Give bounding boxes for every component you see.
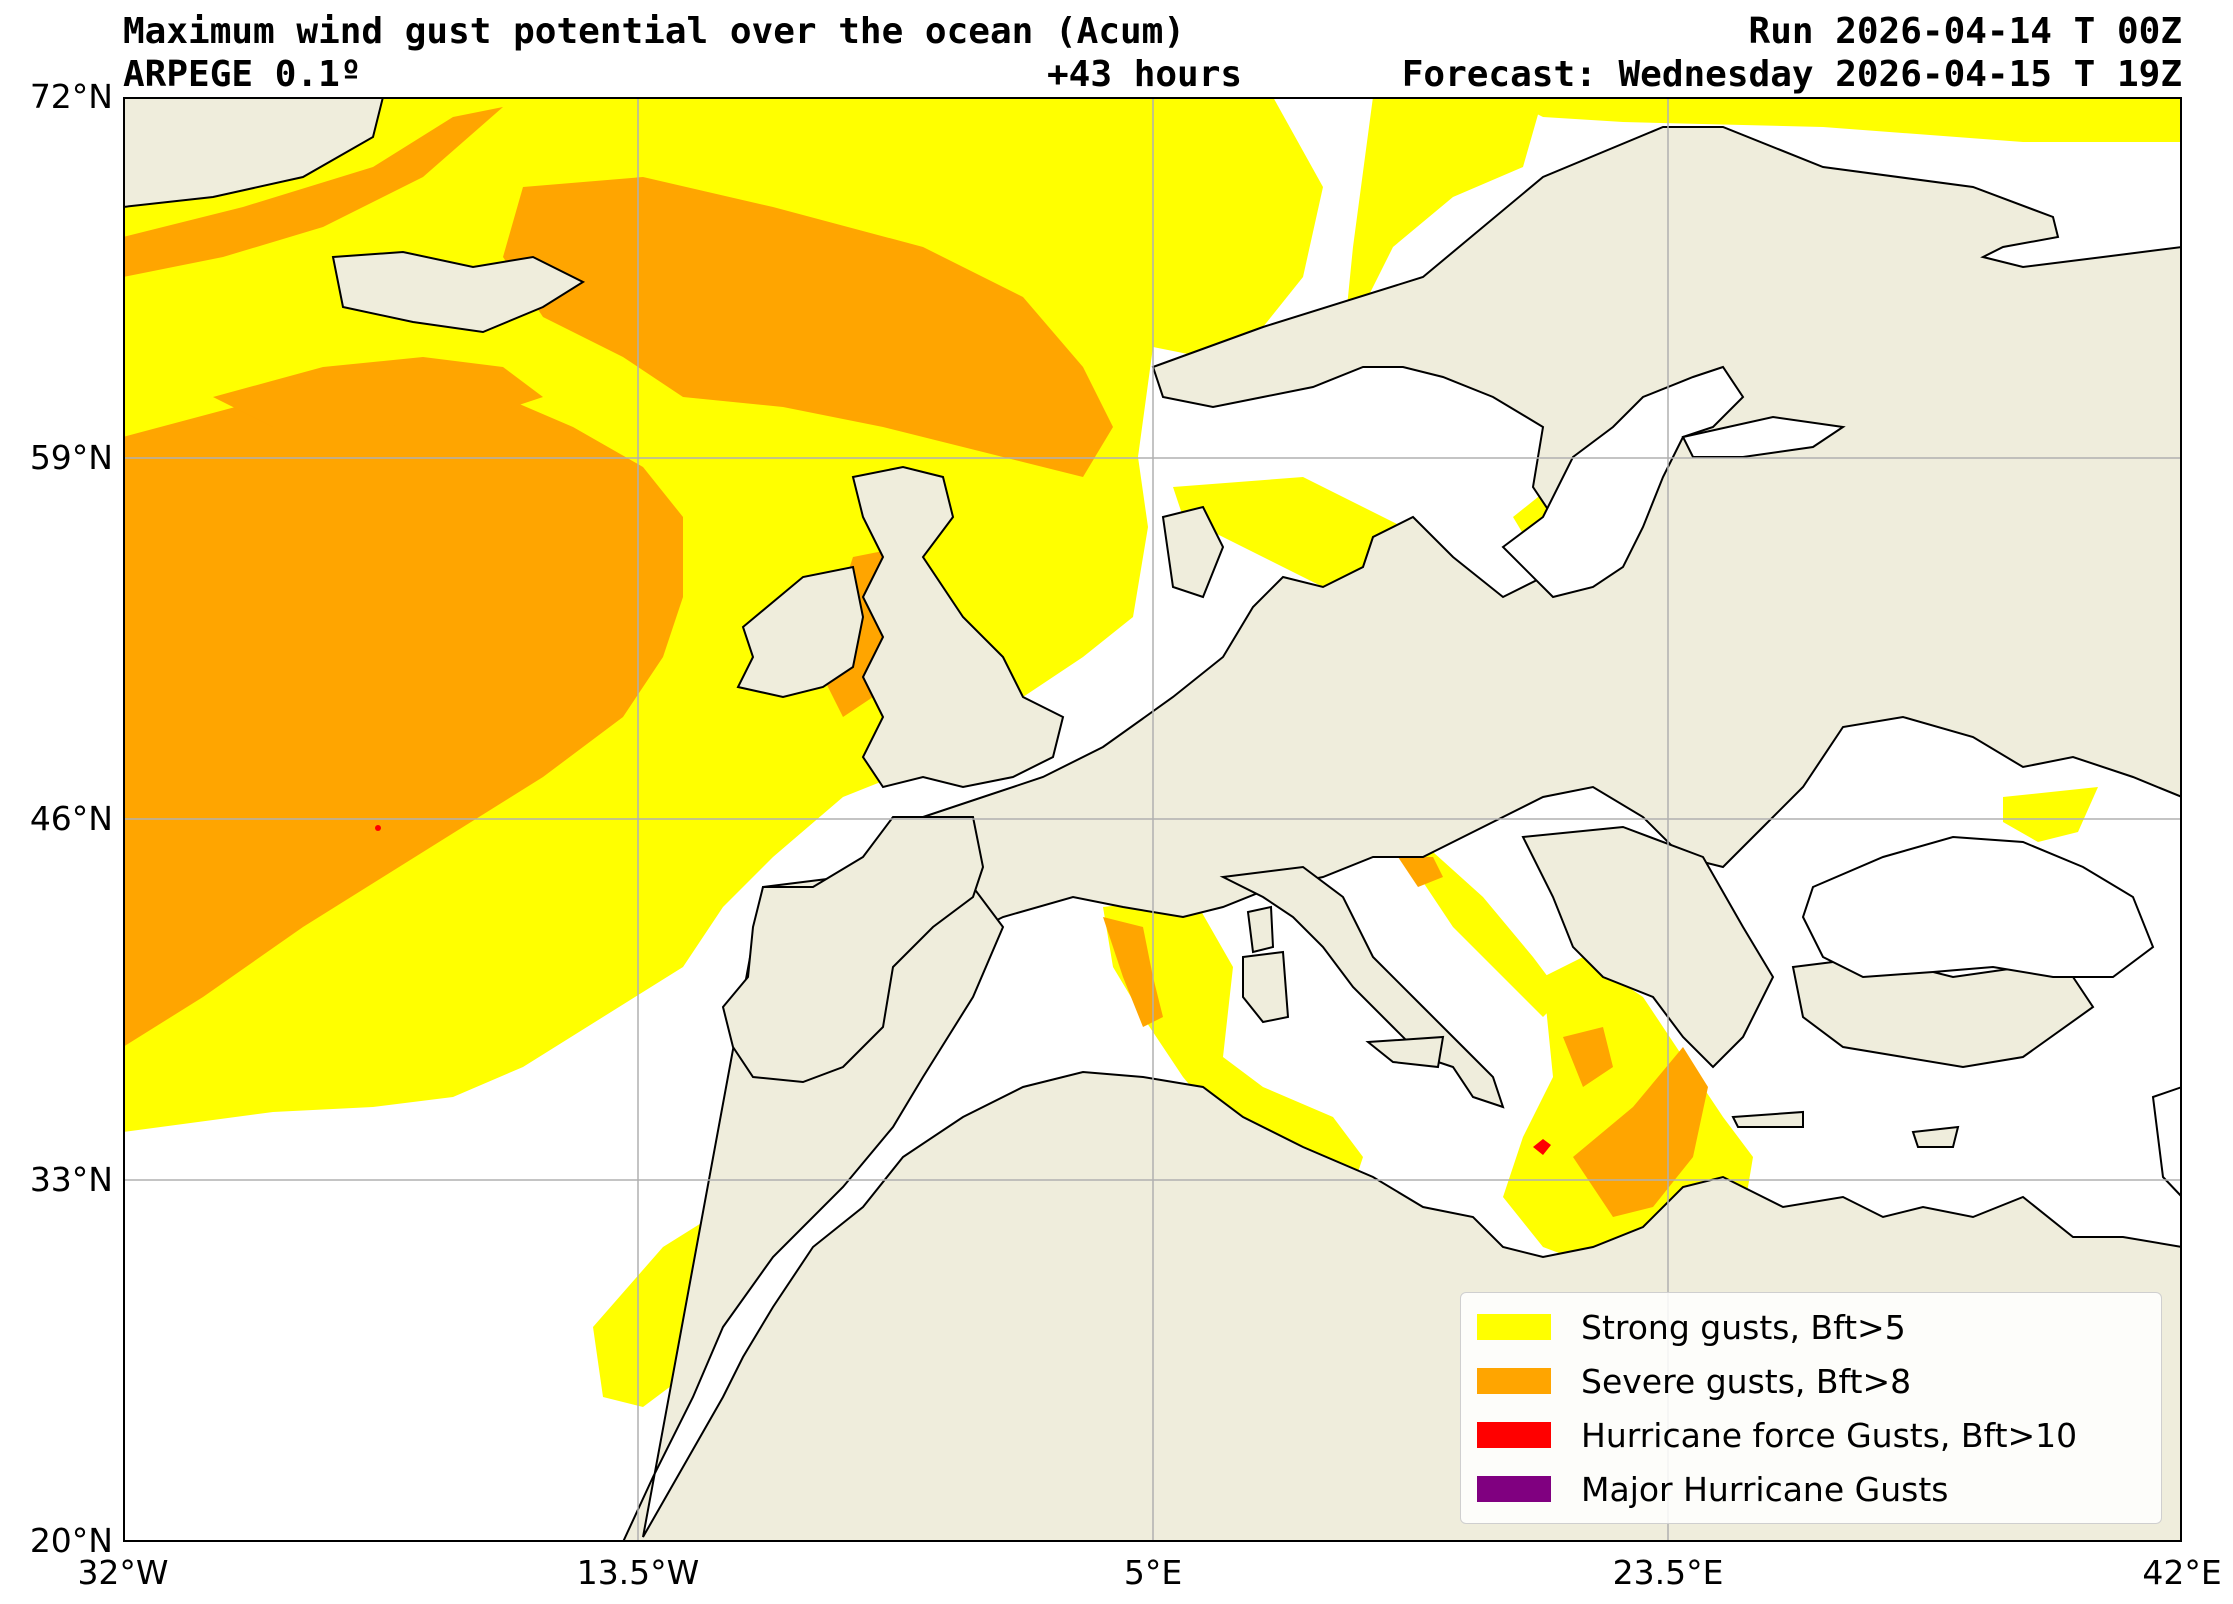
great-britain-land	[851, 465, 1065, 789]
model-name: ARPEGE 0.1º	[123, 54, 362, 95]
legend-item-hurricane: Hurricane force Gusts, Bft>10	[1477, 1415, 2077, 1455]
central-med-severe-gusts-area	[1573, 1047, 1708, 1217]
north-sea-strong-gusts-area	[1143, 97, 1323, 357]
lat-tick-33n: 33°N	[29, 1160, 113, 1199]
run-time: Run 2026-04-14 T 00Z	[1748, 11, 2182, 52]
forecast-valid-time: Forecast: Wednesday 2026-04-15 T 19Z	[1401, 54, 2182, 95]
caspian-sea-water	[2151, 1085, 2182, 1199]
iberia-land	[721, 816, 985, 1084]
lead-time: +43 hours	[1047, 54, 1243, 95]
lat-tick-20n: 20°N	[29, 1521, 113, 1560]
gulf-of-lion-severe-gusts-area	[1103, 917, 1163, 1027]
barents-strong-gusts-area	[1503, 97, 2182, 142]
legend-swatch-severe	[1477, 1368, 1551, 1394]
lat-tick-59n: 59°N	[29, 438, 113, 477]
black-sea-water	[1801, 835, 2155, 979]
south-iceland-severe-gusts-band	[213, 357, 543, 427]
crete-land	[1731, 1110, 1804, 1128]
inland-seas-layer	[1501, 365, 2182, 1199]
turkey-land	[1791, 955, 2095, 1069]
legend-label-major-hurricane: Major Hurricane Gusts	[1581, 1469, 1949, 1509]
norwegian-sea-severe-gusts-area	[503, 177, 1113, 477]
libya-coast-hurricane-gust-spot	[1533, 1139, 1551, 1155]
lon-tick-13.5w: 13.5°W	[576, 1553, 700, 1592]
sicily-land	[1365, 1035, 1445, 1069]
iceland-land	[331, 250, 586, 334]
atlantic-hurricane-gust-spot	[375, 825, 381, 831]
lat-tick-72n: 72°N	[29, 77, 113, 116]
legend-swatch-strong	[1477, 1314, 1551, 1340]
legend-label-hurricane: Hurricane force Gusts, Bft>10	[1581, 1415, 2078, 1455]
legend-label-severe: Severe gusts, Bft>8	[1581, 1361, 1912, 1401]
lon-tick-5e: 5°E	[1123, 1553, 1183, 1592]
lon-tick-23.5e: 23.5°E	[1612, 1553, 1724, 1592]
adriatic-strong-gusts-area	[1393, 837, 1563, 1017]
legend-swatch-hurricane	[1477, 1422, 1551, 1448]
legend-swatch-major-hurricane	[1477, 1476, 1551, 1502]
svalbard-greenland-land	[123, 97, 385, 209]
norwegian-sea-strong-gusts-area	[1343, 97, 1543, 347]
hurricane-gusts-layer	[375, 825, 1551, 1155]
legend-item-severe: Severe gusts, Bft>8	[1477, 1361, 1911, 1401]
ionian-severe-gusts-area	[1563, 1027, 1613, 1087]
denmark-land	[1161, 505, 1225, 599]
legend-label-strong: Strong gusts, Bft>5	[1581, 1307, 1906, 1347]
legend-item-strong: Strong gusts, Bft>5	[1477, 1307, 1906, 1347]
greece-balkans-land	[1521, 825, 1775, 1069]
cyprus-land	[1911, 1125, 1960, 1148]
map-title: Maximum wind gust potential over the oce…	[123, 11, 1186, 52]
adriatic-severe-gusts-spot	[1398, 857, 1443, 887]
black-sea-strong-gusts-area	[2003, 787, 2098, 842]
lon-tick-42e: 42°E	[2142, 1553, 2222, 1592]
lon-tick-32w: 32°W	[77, 1553, 169, 1592]
corsica-land	[1246, 905, 1275, 954]
lat-tick-46n: 46°N	[29, 799, 113, 838]
north-atlantic-severe-gusts-band	[123, 107, 503, 277]
gulf-of-finland-water	[1681, 415, 1846, 458]
ireland-land	[736, 565, 865, 699]
legend-item-major-hurricane: Major Hurricane Gusts	[1477, 1469, 1948, 1509]
atlantic-severe-gusts-area	[123, 377, 683, 1047]
sardinia-land	[1242, 950, 1290, 1024]
legend: Strong gusts, Bft>5 Severe gusts, Bft>8 …	[1460, 1292, 2162, 1524]
western-med-strong-gusts-area	[1103, 897, 1363, 1217]
map-border	[123, 97, 2182, 1542]
baltic-sea-water	[1501, 365, 1745, 599]
